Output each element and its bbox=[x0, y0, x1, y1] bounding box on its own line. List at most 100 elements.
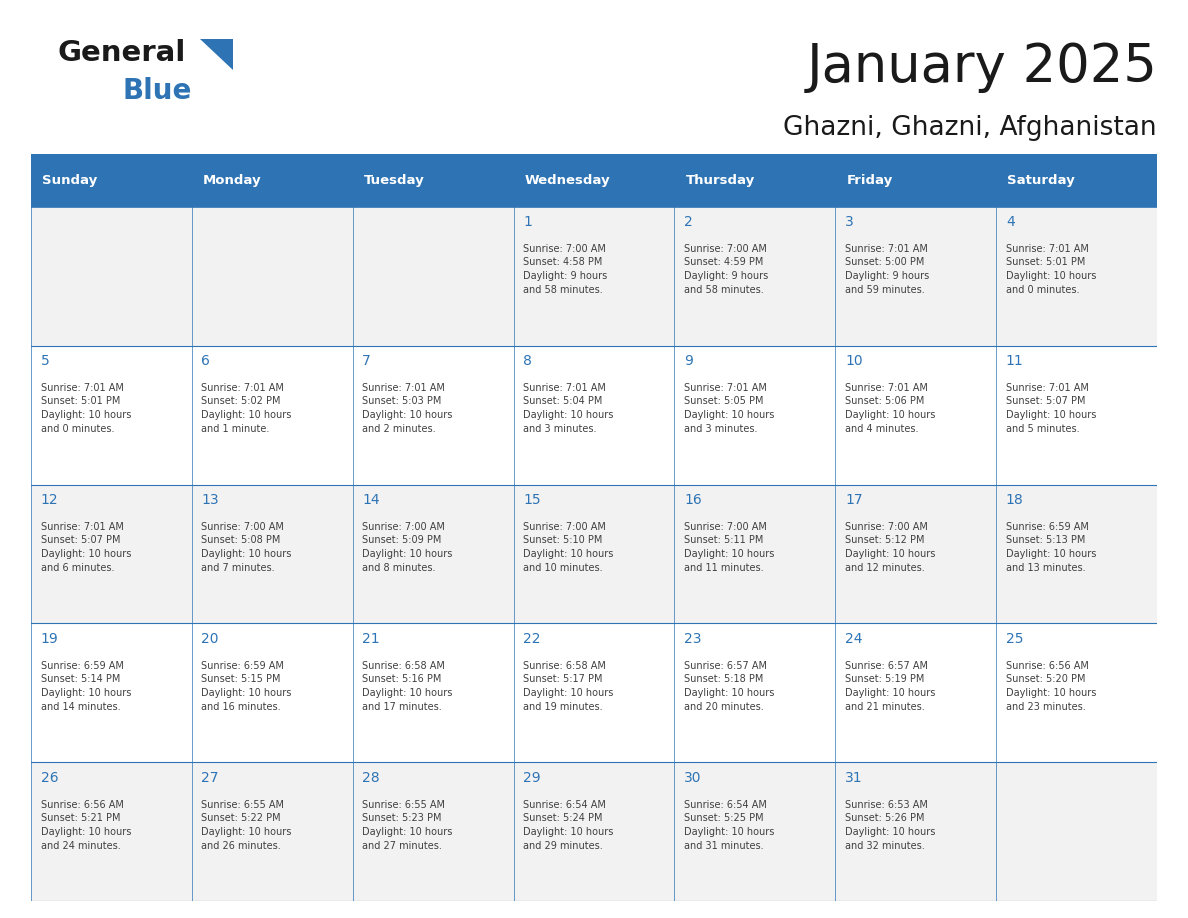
Text: Friday: Friday bbox=[847, 174, 893, 187]
Bar bbox=[835, 345, 997, 485]
Text: 13: 13 bbox=[202, 493, 219, 508]
Text: 6: 6 bbox=[202, 354, 210, 368]
Text: 23: 23 bbox=[684, 633, 702, 646]
Bar bbox=[835, 623, 997, 763]
Text: January 2025: January 2025 bbox=[807, 41, 1157, 94]
Bar bbox=[835, 485, 997, 623]
Text: Sunrise: 7:01 AM
Sunset: 5:01 PM
Daylight: 10 hours
and 0 minutes.: Sunrise: 7:01 AM Sunset: 5:01 PM Dayligh… bbox=[40, 383, 131, 433]
Text: Sunrise: 6:57 AM
Sunset: 5:18 PM
Daylight: 10 hours
and 20 minutes.: Sunrise: 6:57 AM Sunset: 5:18 PM Dayligh… bbox=[684, 661, 775, 711]
Bar bbox=[353, 345, 513, 485]
Bar bbox=[997, 623, 1157, 763]
Bar bbox=[675, 345, 835, 485]
Bar bbox=[191, 154, 353, 207]
Text: 9: 9 bbox=[684, 354, 693, 368]
Text: 31: 31 bbox=[845, 771, 862, 785]
Bar bbox=[191, 623, 353, 763]
Bar bbox=[997, 154, 1157, 207]
Text: 12: 12 bbox=[40, 493, 58, 508]
Bar bbox=[31, 485, 191, 623]
Text: 27: 27 bbox=[202, 771, 219, 785]
Text: 16: 16 bbox=[684, 493, 702, 508]
Text: Wednesday: Wednesday bbox=[525, 174, 611, 187]
Bar bbox=[191, 345, 353, 485]
Text: Sunrise: 7:00 AM
Sunset: 5:09 PM
Daylight: 10 hours
and 8 minutes.: Sunrise: 7:00 AM Sunset: 5:09 PM Dayligh… bbox=[362, 521, 453, 573]
Text: 8: 8 bbox=[523, 354, 532, 368]
Bar bbox=[997, 207, 1157, 345]
Text: 29: 29 bbox=[523, 771, 541, 785]
Text: 4: 4 bbox=[1006, 215, 1015, 230]
Text: Sunrise: 7:01 AM
Sunset: 5:07 PM
Daylight: 10 hours
and 5 minutes.: Sunrise: 7:01 AM Sunset: 5:07 PM Dayligh… bbox=[1006, 383, 1097, 433]
Bar bbox=[353, 485, 513, 623]
Text: Sunrise: 6:58 AM
Sunset: 5:16 PM
Daylight: 10 hours
and 17 minutes.: Sunrise: 6:58 AM Sunset: 5:16 PM Dayligh… bbox=[362, 661, 453, 711]
Text: 7: 7 bbox=[362, 354, 371, 368]
Text: Blue: Blue bbox=[122, 77, 191, 106]
Text: 18: 18 bbox=[1006, 493, 1024, 508]
Text: Sunrise: 7:00 AM
Sunset: 4:58 PM
Daylight: 9 hours
and 58 minutes.: Sunrise: 7:00 AM Sunset: 4:58 PM Dayligh… bbox=[523, 244, 607, 295]
Text: Sunrise: 7:00 AM
Sunset: 4:59 PM
Daylight: 9 hours
and 58 minutes.: Sunrise: 7:00 AM Sunset: 4:59 PM Dayligh… bbox=[684, 244, 769, 295]
Text: Sunrise: 6:56 AM
Sunset: 5:20 PM
Daylight: 10 hours
and 23 minutes.: Sunrise: 6:56 AM Sunset: 5:20 PM Dayligh… bbox=[1006, 661, 1097, 711]
Text: Saturday: Saturday bbox=[1007, 174, 1075, 187]
Text: Sunrise: 7:01 AM
Sunset: 5:01 PM
Daylight: 10 hours
and 0 minutes.: Sunrise: 7:01 AM Sunset: 5:01 PM Dayligh… bbox=[1006, 244, 1097, 295]
Text: Sunrise: 7:00 AM
Sunset: 5:08 PM
Daylight: 10 hours
and 7 minutes.: Sunrise: 7:00 AM Sunset: 5:08 PM Dayligh… bbox=[202, 521, 292, 573]
Bar bbox=[835, 763, 997, 901]
Bar bbox=[513, 485, 675, 623]
Text: Sunrise: 6:59 AM
Sunset: 5:14 PM
Daylight: 10 hours
and 14 minutes.: Sunrise: 6:59 AM Sunset: 5:14 PM Dayligh… bbox=[40, 661, 131, 711]
Text: Monday: Monday bbox=[203, 174, 261, 187]
Text: Sunrise: 7:01 AM
Sunset: 5:04 PM
Daylight: 10 hours
and 3 minutes.: Sunrise: 7:01 AM Sunset: 5:04 PM Dayligh… bbox=[523, 383, 613, 433]
Text: Sunrise: 6:53 AM
Sunset: 5:26 PM
Daylight: 10 hours
and 32 minutes.: Sunrise: 6:53 AM Sunset: 5:26 PM Dayligh… bbox=[845, 800, 935, 851]
Text: Sunrise: 6:54 AM
Sunset: 5:24 PM
Daylight: 10 hours
and 29 minutes.: Sunrise: 6:54 AM Sunset: 5:24 PM Dayligh… bbox=[523, 800, 613, 851]
Bar bbox=[513, 763, 675, 901]
Text: Sunrise: 6:57 AM
Sunset: 5:19 PM
Daylight: 10 hours
and 21 minutes.: Sunrise: 6:57 AM Sunset: 5:19 PM Dayligh… bbox=[845, 661, 935, 711]
Text: Sunrise: 7:01 AM
Sunset: 5:07 PM
Daylight: 10 hours
and 6 minutes.: Sunrise: 7:01 AM Sunset: 5:07 PM Dayligh… bbox=[40, 521, 131, 573]
Bar bbox=[835, 154, 997, 207]
Text: Sunrise: 7:00 AM
Sunset: 5:11 PM
Daylight: 10 hours
and 11 minutes.: Sunrise: 7:00 AM Sunset: 5:11 PM Dayligh… bbox=[684, 521, 775, 573]
Text: 24: 24 bbox=[845, 633, 862, 646]
Text: 3: 3 bbox=[845, 215, 854, 230]
Text: 19: 19 bbox=[40, 633, 58, 646]
Text: 15: 15 bbox=[523, 493, 541, 508]
Bar bbox=[675, 623, 835, 763]
Bar bbox=[31, 207, 191, 345]
Text: 5: 5 bbox=[40, 354, 49, 368]
Text: Sunrise: 7:01 AM
Sunset: 5:03 PM
Daylight: 10 hours
and 2 minutes.: Sunrise: 7:01 AM Sunset: 5:03 PM Dayligh… bbox=[362, 383, 453, 433]
Text: 22: 22 bbox=[523, 633, 541, 646]
Bar bbox=[191, 763, 353, 901]
Text: Sunrise: 7:00 AM
Sunset: 5:10 PM
Daylight: 10 hours
and 10 minutes.: Sunrise: 7:00 AM Sunset: 5:10 PM Dayligh… bbox=[523, 521, 613, 573]
Text: Sunrise: 6:58 AM
Sunset: 5:17 PM
Daylight: 10 hours
and 19 minutes.: Sunrise: 6:58 AM Sunset: 5:17 PM Dayligh… bbox=[523, 661, 613, 711]
Text: 21: 21 bbox=[362, 633, 380, 646]
Text: Ghazni, Ghazni, Afghanistan: Ghazni, Ghazni, Afghanistan bbox=[784, 115, 1157, 140]
Bar bbox=[513, 207, 675, 345]
Bar bbox=[31, 345, 191, 485]
Bar bbox=[513, 154, 675, 207]
Text: General: General bbox=[57, 39, 185, 67]
Bar bbox=[675, 154, 835, 207]
Text: Sunrise: 7:01 AM
Sunset: 5:00 PM
Daylight: 9 hours
and 59 minutes.: Sunrise: 7:01 AM Sunset: 5:00 PM Dayligh… bbox=[845, 244, 929, 295]
Bar bbox=[513, 623, 675, 763]
Text: 20: 20 bbox=[202, 633, 219, 646]
Bar bbox=[191, 207, 353, 345]
Text: Sunrise: 6:59 AM
Sunset: 5:15 PM
Daylight: 10 hours
and 16 minutes.: Sunrise: 6:59 AM Sunset: 5:15 PM Dayligh… bbox=[202, 661, 292, 711]
Bar bbox=[191, 485, 353, 623]
Bar bbox=[353, 763, 513, 901]
Text: Sunrise: 6:54 AM
Sunset: 5:25 PM
Daylight: 10 hours
and 31 minutes.: Sunrise: 6:54 AM Sunset: 5:25 PM Dayligh… bbox=[684, 800, 775, 851]
Bar bbox=[675, 763, 835, 901]
Bar bbox=[31, 623, 191, 763]
Text: 25: 25 bbox=[1006, 633, 1023, 646]
Bar bbox=[513, 345, 675, 485]
Bar bbox=[997, 763, 1157, 901]
Text: Sunday: Sunday bbox=[42, 174, 97, 187]
Text: 11: 11 bbox=[1006, 354, 1024, 368]
Text: 26: 26 bbox=[40, 771, 58, 785]
Text: Tuesday: Tuesday bbox=[364, 174, 424, 187]
Text: 14: 14 bbox=[362, 493, 380, 508]
Bar bbox=[675, 207, 835, 345]
Text: Thursday: Thursday bbox=[685, 174, 754, 187]
Bar bbox=[997, 345, 1157, 485]
Bar bbox=[675, 485, 835, 623]
Bar bbox=[353, 154, 513, 207]
Text: Sunrise: 7:01 AM
Sunset: 5:02 PM
Daylight: 10 hours
and 1 minute.: Sunrise: 7:01 AM Sunset: 5:02 PM Dayligh… bbox=[202, 383, 292, 433]
Text: 2: 2 bbox=[684, 215, 693, 230]
Text: 10: 10 bbox=[845, 354, 862, 368]
Text: 28: 28 bbox=[362, 771, 380, 785]
Text: Sunrise: 7:01 AM
Sunset: 5:05 PM
Daylight: 10 hours
and 3 minutes.: Sunrise: 7:01 AM Sunset: 5:05 PM Dayligh… bbox=[684, 383, 775, 433]
